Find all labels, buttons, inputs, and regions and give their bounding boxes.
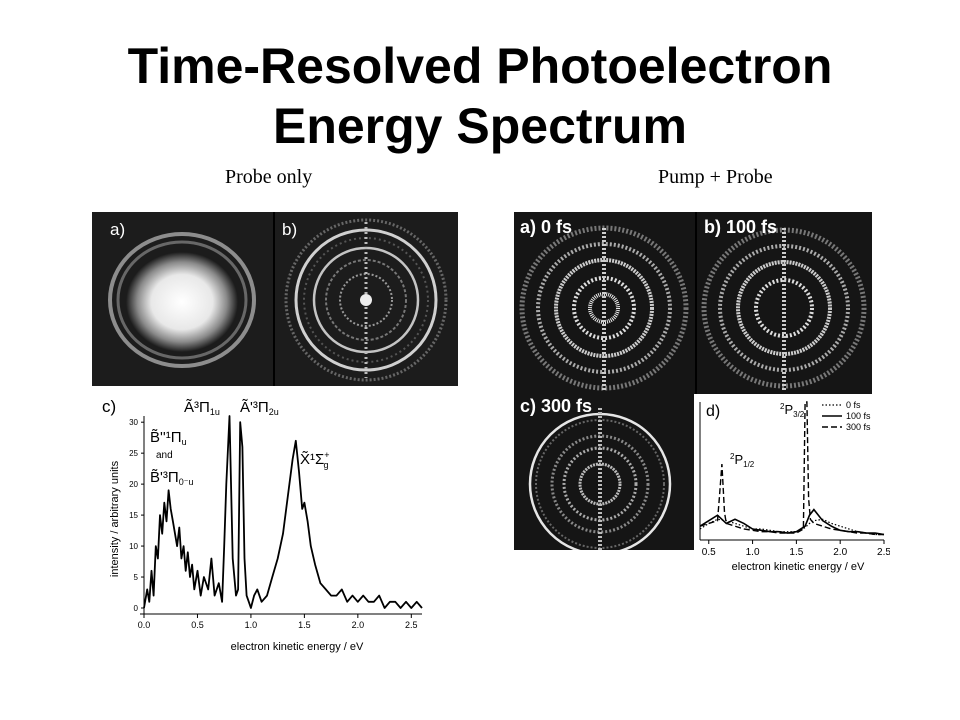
image-300fs-panel: c) 300 fs bbox=[514, 394, 694, 550]
chart-d-xlabel: electron kinetic energy / eV bbox=[732, 561, 865, 573]
chart-c-y-tick-label: 5 bbox=[134, 573, 139, 582]
chart-c-y-tick-label: 30 bbox=[129, 418, 138, 427]
chart-c-x-tick-label: 1.5 bbox=[298, 620, 311, 630]
chart-c-panel-label: c) bbox=[102, 397, 116, 416]
chart-c-x-tick-label: 0.5 bbox=[191, 620, 204, 630]
annotation-X-sigma: X̃¹Σ+ g bbox=[300, 450, 330, 470]
chart-d-x-tick-label: 2.5 bbox=[877, 547, 890, 558]
chart-c-y-tick-label: 10 bbox=[129, 542, 138, 551]
chart-d-x-tick-label: 1.5 bbox=[789, 547, 803, 558]
image-0fs-label: a) 0 fs bbox=[520, 217, 573, 237]
pump-probe-image-panel: a) 0 fs b) 100 fs bbox=[514, 212, 872, 394]
image-300fs-rings bbox=[528, 408, 672, 550]
chart-c-xlabel: electron kinetic energy / eV bbox=[231, 641, 364, 653]
chart-c-y-tick-label: 20 bbox=[129, 480, 138, 489]
annotation-2P-1-2: 2P1/2 bbox=[730, 452, 755, 469]
pump-probe-images-top bbox=[519, 212, 867, 394]
chart-d-x-tick-label: 2.0 bbox=[833, 547, 847, 558]
chart-c-x-tick-label: 2.0 bbox=[352, 620, 365, 630]
image-a-blob bbox=[108, 232, 256, 368]
chart-c-y-tick-label: 15 bbox=[129, 511, 138, 520]
chart-c-x-tick-label: 0.0 bbox=[138, 620, 151, 630]
probe-only-images bbox=[108, 212, 448, 386]
chart-c-x-tick-label: 1.0 bbox=[245, 620, 258, 630]
image-300fs-label: c) 300 fs bbox=[520, 396, 593, 416]
annotation-and: and bbox=[156, 450, 173, 461]
chart-c-x-tick-label: 2.5 bbox=[405, 620, 418, 630]
chart-d-x-tick-label: 1.0 bbox=[746, 547, 760, 558]
image-100fs-rings bbox=[701, 227, 867, 392]
chart-d-x-tick-label: 0.5 bbox=[702, 547, 716, 558]
legend-entry: 100 fs bbox=[846, 411, 871, 421]
chart-c-ylabel: intensity / arbitrary units bbox=[109, 460, 121, 577]
slide-title-line2: Energy Spectrum bbox=[272, 98, 687, 154]
chart-d-series-300-fs bbox=[699, 401, 884, 536]
probe-only-image-panel: a) b) bbox=[92, 212, 458, 386]
legend-entry: 0 fs bbox=[846, 400, 861, 410]
legend-entry: 300 fs bbox=[846, 422, 871, 432]
image-a-label: a) bbox=[110, 220, 126, 239]
caption-pump-probe: Pump + Probe bbox=[658, 166, 773, 188]
annotation-2P-3-2: 2P3/2 bbox=[780, 402, 805, 419]
caption-probe-only: Probe only bbox=[225, 166, 313, 188]
image-b-label: b) bbox=[282, 220, 298, 239]
image-b-rings bbox=[284, 218, 448, 382]
chart-c-y-tick-label: 0 bbox=[134, 604, 139, 613]
image-100fs-label: b) 100 fs bbox=[704, 217, 778, 237]
slide-title-line1: Time-Resolved Photoelectron bbox=[127, 38, 833, 94]
chart-c-y-tick-label: 25 bbox=[129, 449, 138, 458]
chart-c-series-line bbox=[143, 415, 423, 609]
chart-d-panel-label: d) bbox=[706, 403, 720, 420]
annotation-B-double-prime: B̃''¹Πu bbox=[150, 429, 187, 447]
chart-d-series-0-fs bbox=[699, 518, 884, 536]
image-0fs-rings bbox=[519, 225, 689, 392]
